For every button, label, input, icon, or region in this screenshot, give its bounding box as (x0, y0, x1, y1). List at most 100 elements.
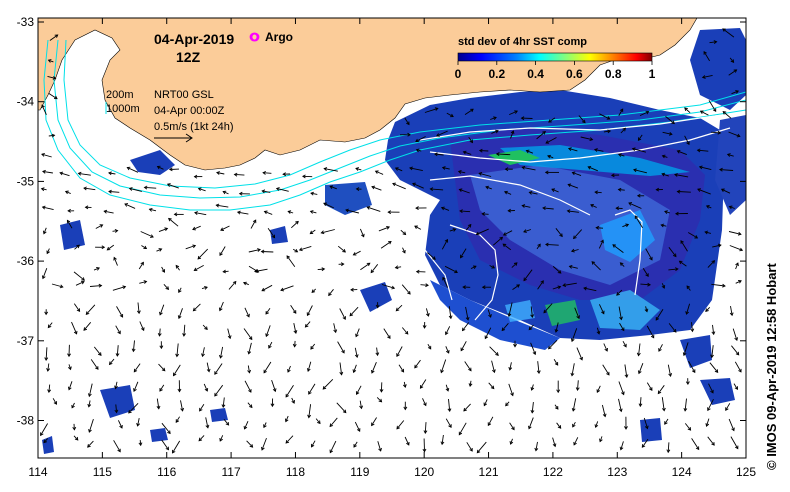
current-vector (489, 265, 495, 269)
current-vector (706, 418, 710, 427)
current-vector (412, 183, 424, 189)
current-vector (109, 358, 115, 365)
current-vector-head (619, 108, 624, 113)
current-vector-head (71, 404, 75, 409)
current-vector (247, 402, 253, 408)
current-vector (306, 305, 313, 316)
current-vector (645, 306, 648, 312)
current-vector (509, 362, 512, 370)
current-vector (545, 243, 559, 246)
current-vector-head (192, 307, 197, 312)
current-vector (237, 211, 249, 215)
current-vector-head (674, 173, 678, 177)
current-vector (71, 402, 75, 409)
current-vector (441, 239, 448, 250)
current-vector-head (41, 205, 46, 210)
current-vector-head (101, 245, 106, 250)
current-vector (730, 436, 739, 449)
current-vector-head (415, 206, 419, 210)
x-axis: 114 115 116 117 118 119 120 121 122 123 124 125 (28, 18, 756, 479)
current-vector (333, 323, 337, 333)
current-vector-head (51, 133, 56, 138)
current-vector-head (371, 185, 376, 190)
current-vector-head (220, 227, 224, 231)
current-vector (633, 169, 648, 174)
current-vector (711, 131, 721, 134)
current-vector-head (247, 350, 252, 355)
current-vector (95, 224, 103, 229)
current-vector (214, 384, 224, 397)
current-vector (619, 322, 625, 331)
current-vector (728, 69, 737, 76)
current-vector-head (309, 210, 314, 214)
x-tick-label: 121 (479, 465, 499, 479)
current-vector-head (460, 347, 465, 352)
current-vector (618, 189, 625, 191)
current-vector-head (159, 345, 164, 350)
current-vector (686, 303, 691, 315)
current-vector-head (355, 333, 359, 338)
current-vector (590, 204, 597, 208)
current-vector (47, 322, 53, 328)
current-vector (108, 172, 116, 175)
current-vector (42, 268, 48, 279)
current-vector-head (504, 167, 509, 172)
current-vector-head (355, 167, 360, 171)
current-vector (127, 167, 139, 173)
current-vector-head (425, 283, 429, 288)
current-vector-head (468, 383, 473, 387)
current-vector-head (714, 369, 719, 373)
current-vector-head (270, 403, 275, 408)
current-vector-head (310, 191, 314, 196)
current-vector-head (697, 188, 701, 192)
current-vector-head (579, 356, 583, 361)
current-vector (512, 284, 520, 290)
current-vector (244, 380, 252, 393)
current-vector (476, 228, 489, 235)
current-vector (464, 361, 472, 371)
credit-text: © IMOS 09-Apr-2019 12:58 Hobart (764, 263, 779, 470)
current-vector (268, 341, 273, 349)
current-vector-head (306, 368, 311, 372)
current-vector (194, 265, 204, 271)
current-vector-head (705, 205, 710, 209)
current-vector-head (719, 167, 723, 172)
current-vector-head (263, 210, 268, 215)
vector-scale-label: 0.5m/s (1kt 24h) (154, 121, 233, 133)
current-vector-head (556, 389, 561, 394)
current-vector (708, 100, 717, 112)
current-vector (157, 166, 164, 170)
current-vector-head (461, 327, 466, 332)
current-vector-head (59, 284, 64, 289)
current-vector-head (321, 267, 326, 272)
current-vector-head (454, 269, 458, 274)
current-vector-head (280, 287, 285, 292)
current-vector (51, 283, 63, 288)
current-vector-head (606, 371, 610, 376)
current-vector-head (113, 256, 117, 261)
current-vector (719, 169, 734, 171)
current-vector (175, 265, 180, 271)
current-vector-head (478, 171, 483, 176)
current-vector (353, 364, 357, 373)
current-vector (243, 282, 249, 286)
current-vector (328, 289, 334, 296)
current-vector (536, 243, 541, 250)
current-vector (199, 404, 205, 412)
current-vector (68, 364, 72, 370)
current-vector (144, 186, 157, 189)
current-vector-head (572, 423, 576, 428)
current-vector (442, 167, 450, 170)
current-vector-head (734, 445, 739, 450)
current-vector (337, 341, 345, 354)
current-vector-head (150, 234, 154, 238)
current-vector-head (619, 262, 624, 266)
current-vector (523, 269, 533, 281)
current-vector (485, 186, 492, 190)
current-vector (192, 225, 201, 230)
current-vector-head (261, 189, 266, 194)
colorbar-tick-label: 0.6 (566, 67, 583, 81)
current-vector (263, 422, 267, 428)
current-vector (722, 111, 732, 119)
x-tick-label: 119 (350, 465, 369, 479)
